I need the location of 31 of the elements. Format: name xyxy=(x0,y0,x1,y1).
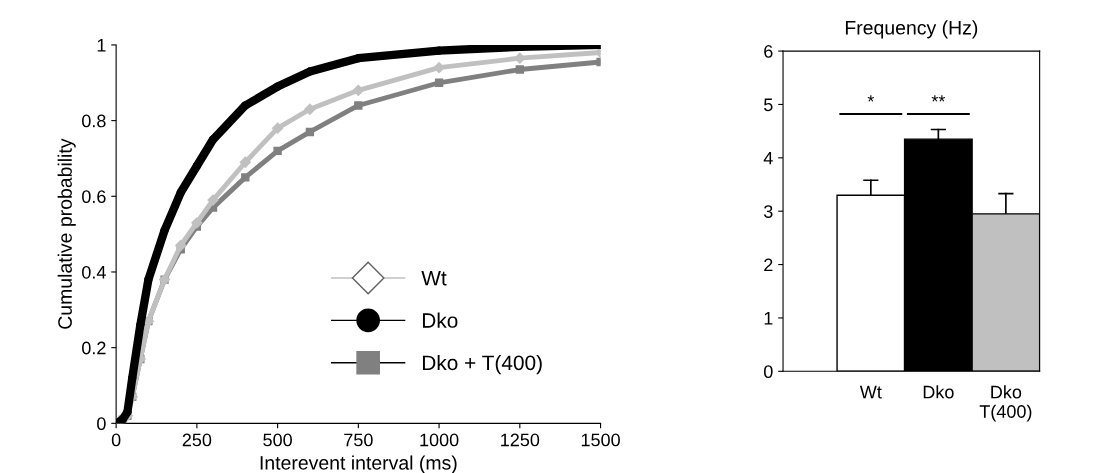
chart-title: Frequency (Hz) xyxy=(845,20,978,39)
y-axis-title: Cumulative probability xyxy=(57,138,76,329)
y-tick-label: 1 xyxy=(97,39,106,52)
x-tick-label: 250 xyxy=(182,433,212,447)
y-tick-label: 6 xyxy=(764,45,773,58)
x-tick-label: 1250 xyxy=(501,433,540,447)
x-tick-label: Dko T(400) xyxy=(979,385,1032,422)
x-tick-label: Dko xyxy=(923,385,954,399)
y-tick-label: 3 xyxy=(763,205,773,218)
y-tick-label: 4 xyxy=(763,151,773,165)
x-axis-title: Interevent interval (ms) xyxy=(260,455,457,473)
x-tick-label: 1500 xyxy=(581,433,620,447)
legend-label: Dko xyxy=(422,312,458,328)
legend-label: Dko + T(400) xyxy=(422,354,542,375)
x-tick-label: 750 xyxy=(344,433,373,447)
y-tick-label: 0 xyxy=(763,365,773,379)
y-tick-label: 1 xyxy=(764,312,773,325)
y-tick-label: 0.2 xyxy=(82,341,106,355)
legend-label: Wt xyxy=(421,270,447,286)
y-tick-label: 0.8 xyxy=(82,114,106,128)
y-tick-label: 0.6 xyxy=(82,190,106,204)
y-tick-label: 2 xyxy=(764,258,773,272)
x-tick-label: 1000 xyxy=(420,433,459,447)
annotation: * xyxy=(867,95,875,102)
x-tick-label: Wt xyxy=(859,385,882,399)
x-tick-label: 0 xyxy=(111,433,121,447)
y-tick-label: 0 xyxy=(97,417,106,431)
annotation: ** xyxy=(931,95,946,102)
y-tick-label: 0.4 xyxy=(82,265,106,279)
x-tick-label: 500 xyxy=(263,433,292,447)
y-tick-label: 5 xyxy=(764,98,773,112)
